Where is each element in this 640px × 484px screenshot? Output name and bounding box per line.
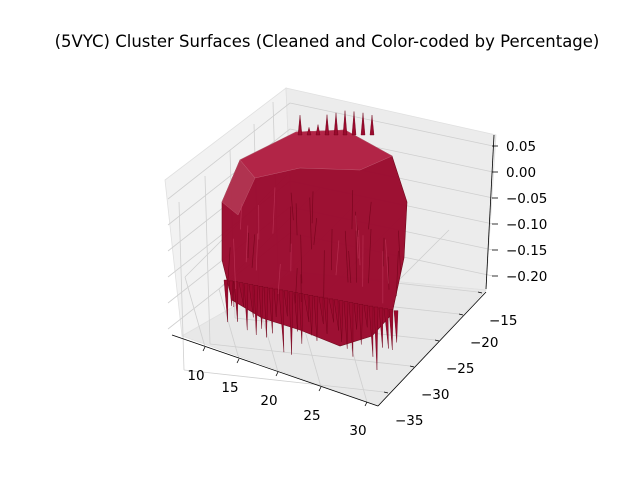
z-tick-label: 0.00 bbox=[506, 165, 536, 181]
chart-title: (5VYC) Cluster Surfaces (Cleaned and Col… bbox=[0, 32, 640, 51]
x-tick-mark bbox=[237, 359, 239, 363]
x-tick-mark bbox=[365, 402, 367, 406]
x-tick-label: 25 bbox=[303, 408, 320, 424]
x-tick-label: 30 bbox=[349, 423, 366, 439]
x-tick-mark bbox=[203, 347, 205, 351]
z-tick-label: 0.05 bbox=[506, 139, 536, 155]
x-tick-label: 15 bbox=[221, 380, 238, 396]
y-tick-label: −25 bbox=[446, 361, 475, 377]
x-tick-mark bbox=[276, 372, 278, 376]
y-tick-label: −35 bbox=[395, 413, 424, 429]
y-tick-label: −30 bbox=[421, 387, 450, 403]
x-tick-label: 20 bbox=[260, 393, 277, 409]
z-tick-label: −0.15 bbox=[506, 243, 547, 259]
x-tick-label: 10 bbox=[187, 368, 204, 384]
z-tick-label: −0.05 bbox=[506, 191, 547, 207]
y-tick-label: −15 bbox=[489, 313, 518, 329]
y-tick-label: −20 bbox=[470, 335, 499, 351]
z-tick-label: −0.10 bbox=[506, 217, 547, 233]
z-tick-label: −0.20 bbox=[506, 269, 547, 285]
x-tick-mark bbox=[319, 387, 321, 391]
